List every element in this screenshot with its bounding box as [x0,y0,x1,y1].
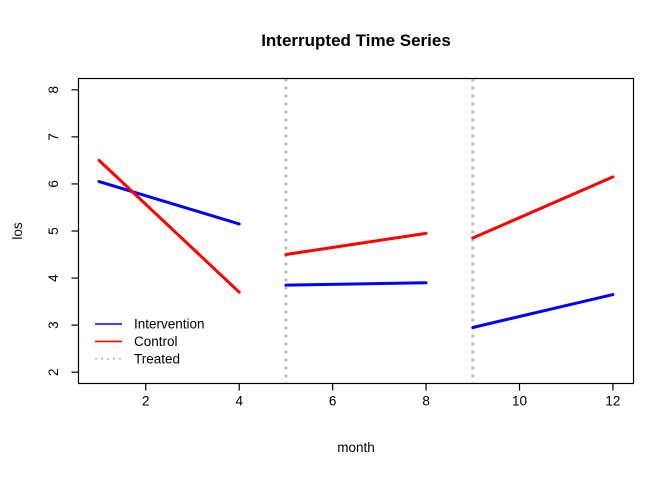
series-line-control [471,175,615,240]
x-tick-label: 12 [605,394,620,409]
series-line-intervention [284,281,428,287]
x-tick-label: 4 [235,394,243,409]
series-line-intervention [471,293,615,329]
series-line-control [97,158,241,294]
y-tick-label: 8 [46,86,61,94]
chart-title: Interrupted Time Series [261,31,451,50]
x-tick-label: 6 [329,394,337,409]
y-axis-label: los [10,222,25,240]
x-tick-label: 10 [512,394,527,409]
y-tick-label: 4 [46,274,61,282]
legend-label-treated: Treated [134,351,180,366]
x-tick-label: 2 [142,394,150,409]
series-line-intervention [97,180,241,226]
legend-label-intervention: Intervention [134,317,205,332]
x-tick-label: 8 [422,394,430,409]
y-tick-label: 5 [46,227,61,235]
x-axis-label: month [337,440,375,455]
legend-label-control: Control [134,334,178,349]
y-tick-label: 6 [46,180,61,188]
y-tick-label: 2 [46,368,61,376]
y-tick-label: 3 [46,321,61,329]
series-line-control [284,231,428,257]
y-tick-label: 7 [46,133,61,141]
